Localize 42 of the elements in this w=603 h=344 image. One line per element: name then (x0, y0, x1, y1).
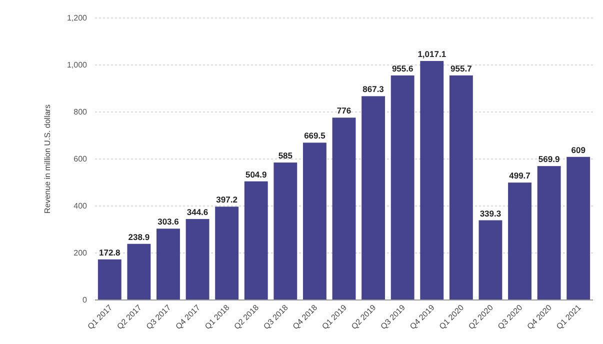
bar (449, 75, 473, 300)
data-label: 344.6 (186, 207, 208, 218)
y-tick-label: 400 (74, 202, 88, 211)
y-tick-label: 0 (82, 296, 88, 305)
y-tick-label: 200 (74, 248, 88, 258)
bar (186, 219, 210, 300)
bar (362, 96, 386, 300)
data-label: 504.9 (245, 169, 268, 180)
bar (478, 220, 502, 300)
bar (420, 60, 444, 300)
data-label: 955.6 (392, 63, 414, 74)
bar (390, 75, 414, 300)
bar (127, 244, 151, 300)
y-axis-title: Revenue in million U.S. dollars (43, 104, 52, 214)
data-label: 569.9 (538, 154, 560, 164)
data-label: 609 (571, 144, 586, 155)
data-label: 776 (336, 106, 352, 116)
data-label: 303.6 (158, 216, 180, 227)
bar (537, 166, 561, 300)
bar (274, 162, 298, 300)
data-label: 955.7 (450, 63, 472, 74)
bar (156, 228, 180, 300)
bar (244, 181, 268, 300)
y-tick-label: 1,200 (66, 14, 88, 23)
bar (98, 259, 122, 300)
data-label: 669.5 (304, 130, 326, 141)
bar (332, 118, 356, 300)
data-label: 585 (278, 150, 293, 161)
y-tick-label: 600 (74, 154, 88, 164)
bar (215, 206, 239, 300)
data-label: 1,017.1 (418, 48, 446, 59)
bar (566, 156, 590, 300)
data-label: 499.7 (509, 170, 531, 181)
y-tick-label: 1,000 (66, 60, 88, 70)
data-label: 172.8 (99, 247, 121, 258)
data-label: 867.3 (362, 84, 384, 94)
data-label: 238.9 (128, 232, 150, 242)
bar (508, 182, 532, 300)
bar (302, 142, 326, 300)
data-label: 397.2 (216, 194, 238, 205)
y-tick-label: 800 (74, 108, 88, 117)
data-label: 339.3 (480, 208, 502, 218)
